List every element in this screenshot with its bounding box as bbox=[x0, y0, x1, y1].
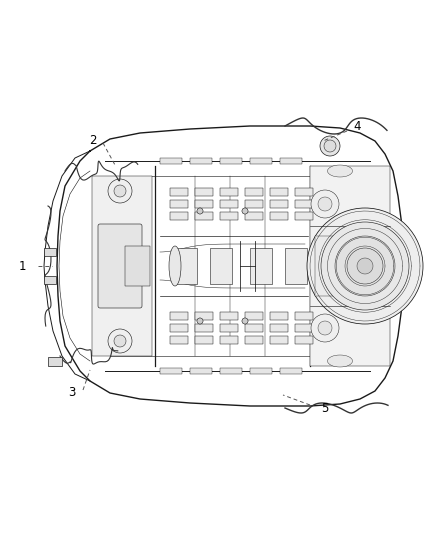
Bar bbox=[44, 276, 56, 284]
Polygon shape bbox=[57, 126, 403, 406]
Bar bbox=[160, 368, 182, 374]
Circle shape bbox=[197, 318, 203, 324]
Bar bbox=[190, 368, 212, 374]
Bar bbox=[270, 188, 288, 196]
Bar bbox=[245, 200, 263, 208]
Text: 5: 5 bbox=[321, 401, 328, 415]
Bar bbox=[295, 200, 313, 208]
Circle shape bbox=[357, 258, 373, 274]
Bar bbox=[220, 324, 238, 332]
Bar bbox=[245, 212, 263, 220]
Bar bbox=[250, 248, 272, 284]
Circle shape bbox=[114, 335, 126, 347]
Circle shape bbox=[335, 236, 395, 296]
Circle shape bbox=[321, 222, 409, 310]
Text: 4: 4 bbox=[353, 120, 361, 133]
Bar bbox=[210, 248, 232, 284]
Circle shape bbox=[197, 318, 203, 324]
Bar bbox=[220, 312, 238, 320]
Bar bbox=[220, 200, 238, 208]
Circle shape bbox=[242, 318, 248, 324]
Bar bbox=[280, 368, 302, 374]
Bar bbox=[270, 336, 288, 344]
Text: 3: 3 bbox=[68, 386, 76, 400]
Circle shape bbox=[318, 321, 332, 335]
Circle shape bbox=[242, 208, 248, 214]
Ellipse shape bbox=[169, 246, 181, 286]
Text: 1: 1 bbox=[18, 260, 26, 272]
Bar bbox=[295, 312, 313, 320]
Bar bbox=[44, 248, 56, 256]
Bar bbox=[195, 188, 213, 196]
Bar bbox=[195, 324, 213, 332]
Ellipse shape bbox=[328, 165, 353, 177]
Bar bbox=[170, 212, 188, 220]
Circle shape bbox=[108, 179, 132, 203]
Bar bbox=[160, 158, 182, 164]
Circle shape bbox=[307, 208, 423, 324]
Bar bbox=[270, 324, 288, 332]
Bar bbox=[250, 368, 272, 374]
Circle shape bbox=[197, 208, 203, 214]
Bar bbox=[245, 336, 263, 344]
Bar bbox=[315, 236, 335, 296]
Circle shape bbox=[114, 185, 126, 197]
Bar bbox=[245, 312, 263, 320]
Bar bbox=[48, 357, 62, 366]
Bar bbox=[285, 248, 307, 284]
Bar bbox=[195, 336, 213, 344]
Bar bbox=[170, 188, 188, 196]
Circle shape bbox=[320, 136, 340, 156]
Circle shape bbox=[311, 190, 339, 218]
Bar bbox=[125, 246, 150, 286]
Bar bbox=[295, 324, 313, 332]
Circle shape bbox=[108, 329, 132, 353]
Circle shape bbox=[347, 248, 383, 284]
Bar bbox=[270, 312, 288, 320]
Bar bbox=[195, 312, 213, 320]
Circle shape bbox=[324, 140, 336, 152]
Bar bbox=[170, 312, 188, 320]
Bar bbox=[170, 324, 188, 332]
Bar bbox=[92, 176, 152, 356]
Bar bbox=[195, 200, 213, 208]
Ellipse shape bbox=[328, 355, 353, 367]
Bar bbox=[170, 336, 188, 344]
Bar bbox=[270, 200, 288, 208]
Bar bbox=[220, 336, 238, 344]
FancyBboxPatch shape bbox=[98, 224, 142, 308]
Bar bbox=[295, 188, 313, 196]
Circle shape bbox=[242, 208, 248, 214]
Bar bbox=[220, 212, 238, 220]
Bar bbox=[270, 212, 288, 220]
Bar bbox=[220, 188, 238, 196]
Text: 2: 2 bbox=[89, 133, 97, 147]
Bar bbox=[175, 248, 197, 284]
Bar bbox=[195, 212, 213, 220]
Bar bbox=[280, 158, 302, 164]
Bar bbox=[190, 158, 212, 164]
Bar bbox=[250, 158, 272, 164]
Bar bbox=[245, 188, 263, 196]
Bar bbox=[310, 166, 390, 366]
Circle shape bbox=[197, 208, 203, 214]
Bar bbox=[295, 212, 313, 220]
Circle shape bbox=[318, 197, 332, 211]
Circle shape bbox=[242, 318, 248, 324]
Bar bbox=[220, 368, 242, 374]
Bar bbox=[220, 158, 242, 164]
Bar bbox=[295, 336, 313, 344]
Circle shape bbox=[311, 314, 339, 342]
Bar bbox=[245, 324, 263, 332]
Bar bbox=[170, 200, 188, 208]
